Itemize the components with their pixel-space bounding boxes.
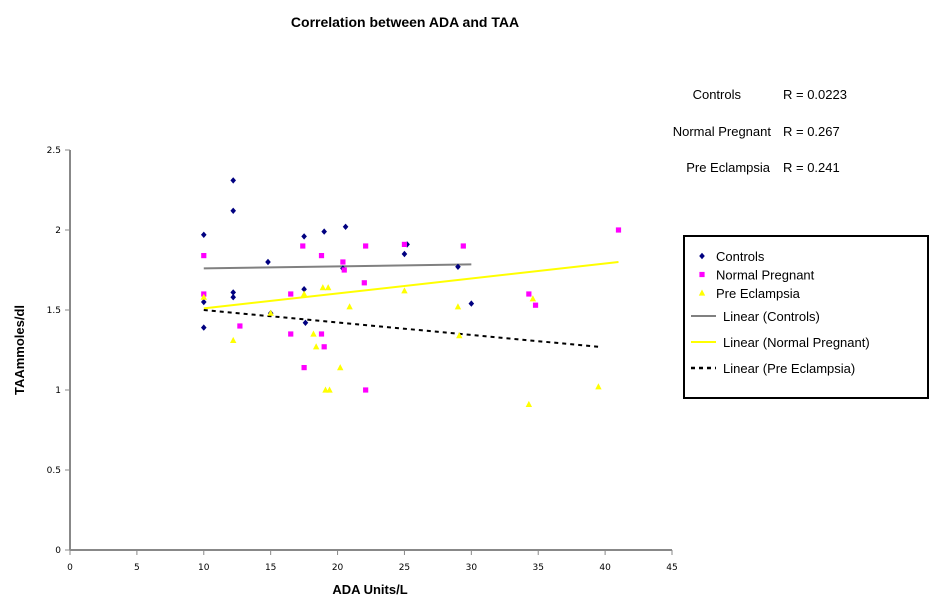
r-label-normal-pregnant: Normal Pregnant xyxy=(673,124,772,139)
point-controls xyxy=(401,250,408,258)
point-controls xyxy=(200,324,207,331)
point-pre-eclampsia xyxy=(312,343,320,350)
x-tick-label: 5 xyxy=(134,563,140,573)
point-pre-eclampsia xyxy=(454,303,462,310)
point-pre-eclampsia xyxy=(322,386,329,393)
x-tick-label: 30 xyxy=(466,563,478,573)
point-controls xyxy=(230,207,237,214)
point-controls xyxy=(230,294,237,301)
y-tick-label: 1 xyxy=(55,386,61,396)
point-pre-eclampsia xyxy=(267,309,274,316)
point-controls xyxy=(342,223,349,230)
point-pre-eclampsia xyxy=(401,287,408,294)
x-tick-label: 25 xyxy=(399,563,410,573)
point-pre-eclampsia xyxy=(337,364,344,371)
x-tick-label: 10 xyxy=(198,563,210,573)
y-tick-label: 0 xyxy=(55,546,61,556)
trendline-pre-eclampsia xyxy=(203,309,599,348)
r-label-pre-eclampsia: Pre Eclampsia xyxy=(686,160,771,175)
trendline-controls xyxy=(203,263,472,270)
point-controls xyxy=(230,177,237,184)
point-normal-pregnant xyxy=(460,243,466,249)
point-normal-pregnant xyxy=(361,280,367,286)
legend-marker-pre-eclampsia xyxy=(698,289,706,296)
y-tick-label: 2.5 xyxy=(47,146,61,156)
y-tick-label: 1.5 xyxy=(47,306,61,316)
point-controls xyxy=(200,231,207,238)
legend-label: Pre Eclampsia xyxy=(716,286,801,301)
trendline-normal-pregnant xyxy=(203,261,619,310)
point-pre-eclampsia xyxy=(200,293,207,300)
point-controls xyxy=(302,319,309,326)
point-pre-eclampsia xyxy=(300,290,308,297)
x-tick-label: 35 xyxy=(532,563,543,573)
point-normal-pregnant xyxy=(201,253,207,259)
y-tick-label: 0.5 xyxy=(47,466,61,476)
x-tick-label: 45 xyxy=(666,563,677,573)
point-pre-eclampsia xyxy=(319,284,327,291)
legend: Controls Normal Pregnant Pre Eclampsia Line… xyxy=(683,235,929,399)
point-controls xyxy=(230,289,237,296)
legend-marker-controls xyxy=(699,252,705,260)
point-pre-eclampsia xyxy=(595,383,602,390)
chart-title: Correlation between ADA and TAA xyxy=(291,14,519,30)
point-controls xyxy=(468,300,475,307)
legend-label: Controls xyxy=(716,249,765,264)
point-pre-eclampsia xyxy=(326,386,333,393)
data-points xyxy=(200,177,622,407)
point-pre-eclampsia xyxy=(310,330,317,337)
point-normal-pregnant xyxy=(526,291,532,297)
point-pre-eclampsia xyxy=(324,284,332,291)
legend-label: Normal Pregnant xyxy=(716,268,815,283)
point-pre-eclampsia xyxy=(529,295,537,302)
point-controls xyxy=(301,286,307,293)
point-pre-eclampsia xyxy=(525,400,533,407)
point-normal-pregnant xyxy=(288,331,294,337)
axis-ticks: 0 5 10 15 20 25 30 35 40 45 0 0.5 1 1.5 2 2.5 xyxy=(47,146,678,573)
point-normal-pregnant xyxy=(318,253,325,259)
point-normal-pregnant xyxy=(363,243,369,249)
r-annotations: Controls R = 0.0223 Normal Pregnant R = … xyxy=(673,87,847,175)
point-controls xyxy=(321,228,327,235)
point-normal-pregnant xyxy=(340,259,346,265)
x-axis-title: ADA Units/L xyxy=(332,582,407,597)
point-normal-pregnant xyxy=(300,243,306,249)
legend-label: Linear (Pre Eclampsia) xyxy=(723,361,855,376)
x-tick-label: 40 xyxy=(599,563,611,573)
point-normal-pregnant xyxy=(341,267,347,273)
point-pre-eclampsia xyxy=(346,303,353,310)
y-axis-title: TAAmmoles/dl xyxy=(12,305,27,395)
point-controls xyxy=(455,263,461,270)
x-tick-label: 15 xyxy=(265,563,276,573)
r-value-pre-eclampsia: R = 0.241 xyxy=(783,160,840,175)
legend-label: Linear (Normal Pregnant) xyxy=(723,335,870,350)
point-normal-pregnant xyxy=(237,323,243,329)
point-controls xyxy=(265,258,271,266)
legend-label: Linear (Controls) xyxy=(723,309,820,324)
point-pre-eclampsia xyxy=(456,332,463,339)
point-normal-pregnant xyxy=(615,227,622,233)
point-normal-pregnant xyxy=(321,344,327,350)
y-tick-label: 2 xyxy=(55,226,61,236)
trendlines xyxy=(203,261,619,348)
point-normal-pregnant xyxy=(301,365,307,371)
point-normal-pregnant xyxy=(288,291,294,297)
legend-marker-normal-pregnant xyxy=(699,271,705,278)
point-normal-pregnant xyxy=(318,331,325,337)
legend-box xyxy=(683,235,929,399)
x-tick-label: 0 xyxy=(67,563,73,573)
r-value-controls: R = 0.0223 xyxy=(783,87,847,102)
point-pre-eclampsia xyxy=(230,336,237,343)
point-normal-pregnant xyxy=(532,302,539,308)
point-normal-pregnant xyxy=(363,387,369,393)
point-controls xyxy=(301,233,307,240)
r-value-normal-pregnant: R = 0.267 xyxy=(783,124,840,139)
x-tick-label: 20 xyxy=(332,563,344,573)
point-normal-pregnant xyxy=(401,241,408,247)
r-label-controls: Controls xyxy=(693,87,742,102)
point-controls xyxy=(200,298,207,306)
